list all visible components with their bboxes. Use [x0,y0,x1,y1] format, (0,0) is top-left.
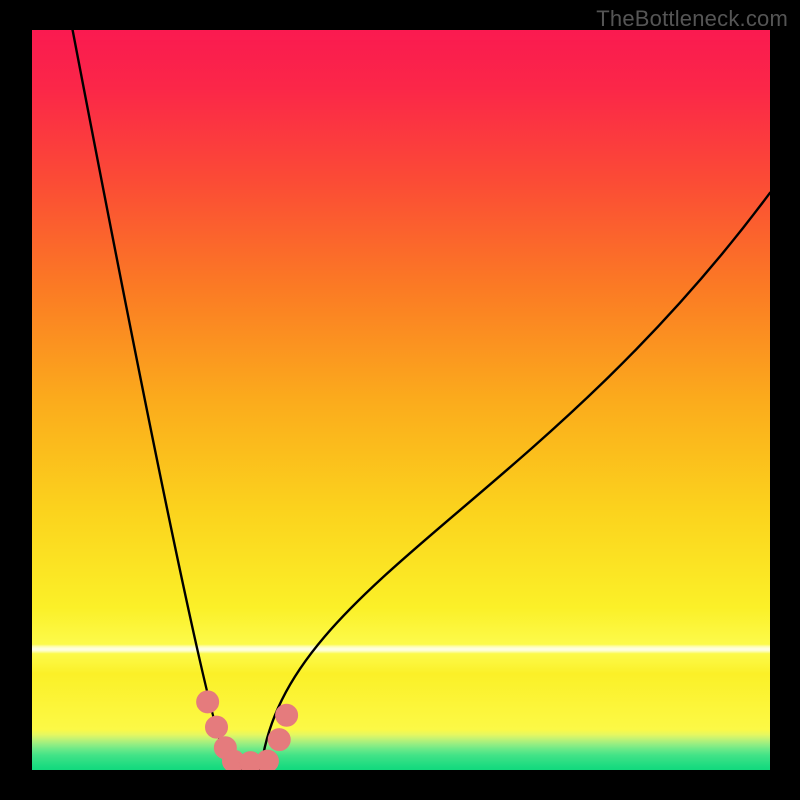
chart-frame: TheBottleneck.com [0,0,800,800]
marker-point [256,750,278,770]
marker-point [206,716,228,738]
watermark-text: TheBottleneck.com [596,6,788,32]
marker-point [268,729,290,751]
plot-svg [32,30,770,770]
marker-point [197,691,219,713]
marker-point [276,704,298,726]
gradient-background [32,30,770,770]
